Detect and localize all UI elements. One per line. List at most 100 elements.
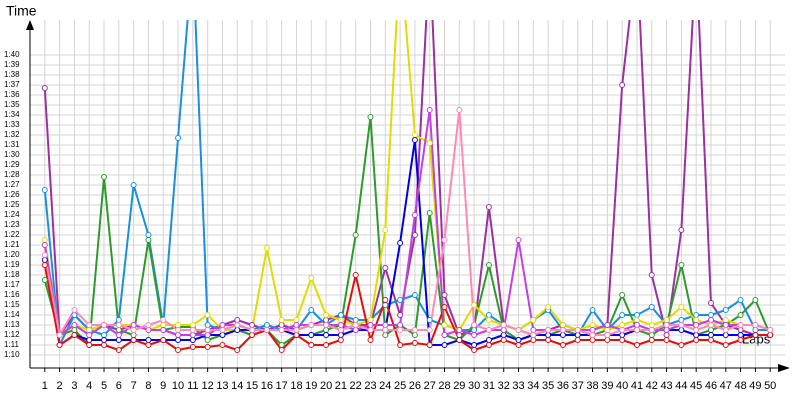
data-point xyxy=(293,327,300,333)
data-point xyxy=(323,332,330,338)
x-tick-label: 48 xyxy=(734,380,746,392)
x-tick-label: 26 xyxy=(409,380,421,392)
y-tick-label: 1:23 xyxy=(4,220,20,229)
y-tick-label: 1:17 xyxy=(4,280,20,289)
data-point xyxy=(130,182,137,188)
data-point xyxy=(308,342,315,348)
data-point xyxy=(752,322,759,328)
data-point xyxy=(219,327,226,333)
data-point xyxy=(604,327,611,333)
data-point xyxy=(278,327,285,333)
data-point xyxy=(707,327,714,333)
data-point xyxy=(367,337,374,343)
data-point xyxy=(323,317,330,323)
data-point xyxy=(663,332,670,338)
data-point xyxy=(204,344,211,350)
data-point xyxy=(337,312,344,318)
data-point xyxy=(737,327,744,333)
data-point xyxy=(633,312,640,318)
data-point xyxy=(441,332,448,338)
data-point xyxy=(249,332,256,338)
data-point xyxy=(426,317,433,323)
x-tick-label: 43 xyxy=(660,380,672,392)
plot-area xyxy=(41,20,774,353)
x-tick-label: 45 xyxy=(690,380,702,392)
y-tick-label: 1:10 xyxy=(4,350,20,359)
data-point xyxy=(204,322,211,328)
data-point xyxy=(456,337,463,343)
data-point xyxy=(352,272,359,278)
y-tick-label: 1:37 xyxy=(4,80,20,89)
data-point xyxy=(86,337,93,343)
data-point xyxy=(589,332,596,338)
series-line xyxy=(43,109,771,336)
data-point xyxy=(115,317,122,323)
x-tick-label: 35 xyxy=(542,380,554,392)
data-point xyxy=(204,327,211,333)
data-point xyxy=(323,327,330,333)
data-point xyxy=(707,332,714,338)
data-point xyxy=(219,332,226,338)
data-point xyxy=(397,322,404,328)
data-point xyxy=(515,337,522,343)
data-point xyxy=(500,337,507,343)
data-point xyxy=(604,332,611,338)
data-point xyxy=(130,337,137,343)
data-point xyxy=(367,317,374,323)
data-point xyxy=(530,332,537,338)
data-point xyxy=(382,332,389,338)
data-point xyxy=(500,332,507,338)
x-tick-label: 5 xyxy=(101,380,107,392)
data-point xyxy=(663,322,670,328)
data-point xyxy=(411,132,418,138)
data-point xyxy=(382,327,389,333)
data-point xyxy=(545,327,552,333)
x-tick-label: 9 xyxy=(160,380,166,392)
data-point xyxy=(471,322,478,328)
y-tick-label: 1:35 xyxy=(4,100,20,109)
y-tick-label: 1:38 xyxy=(4,70,20,79)
data-point xyxy=(189,344,196,350)
x-tick-label: 49 xyxy=(749,380,761,392)
data-point xyxy=(693,332,700,338)
data-point xyxy=(263,245,270,251)
data-point xyxy=(352,317,359,323)
data-point xyxy=(101,332,108,338)
y-tick-label: 1:27 xyxy=(4,180,20,189)
data-point xyxy=(367,327,374,333)
data-point xyxy=(337,337,344,343)
y-tick-label: 1:28 xyxy=(4,170,20,179)
data-point xyxy=(71,312,78,318)
x-tick-label: 6 xyxy=(116,380,122,392)
data-point xyxy=(619,312,626,318)
data-point xyxy=(115,337,122,343)
data-point xyxy=(411,137,418,143)
data-point xyxy=(293,332,300,338)
data-point xyxy=(752,332,759,338)
series-line xyxy=(43,109,771,336)
data-point xyxy=(456,107,463,113)
data-point xyxy=(545,304,552,310)
data-point xyxy=(767,327,774,333)
data-point xyxy=(604,337,611,343)
data-point xyxy=(559,327,566,333)
x-tick-label: 17 xyxy=(276,380,288,392)
x-tick-label: 7 xyxy=(131,380,137,392)
x-tick-label: 14 xyxy=(231,380,243,392)
data-point xyxy=(752,297,759,303)
data-point xyxy=(263,322,270,328)
data-point xyxy=(323,342,330,348)
data-point xyxy=(101,322,108,328)
x-tick-label: 32 xyxy=(498,380,510,392)
data-point xyxy=(678,327,685,333)
data-point xyxy=(471,342,478,348)
data-point xyxy=(367,114,374,120)
data-point xyxy=(41,242,48,248)
y-tick-label: 1:21 xyxy=(4,240,20,249)
data-point xyxy=(559,322,566,328)
data-point xyxy=(41,252,48,258)
data-point xyxy=(648,337,655,343)
data-point xyxy=(678,227,685,233)
x-tick-label: 16 xyxy=(261,380,273,392)
data-point xyxy=(530,317,537,323)
